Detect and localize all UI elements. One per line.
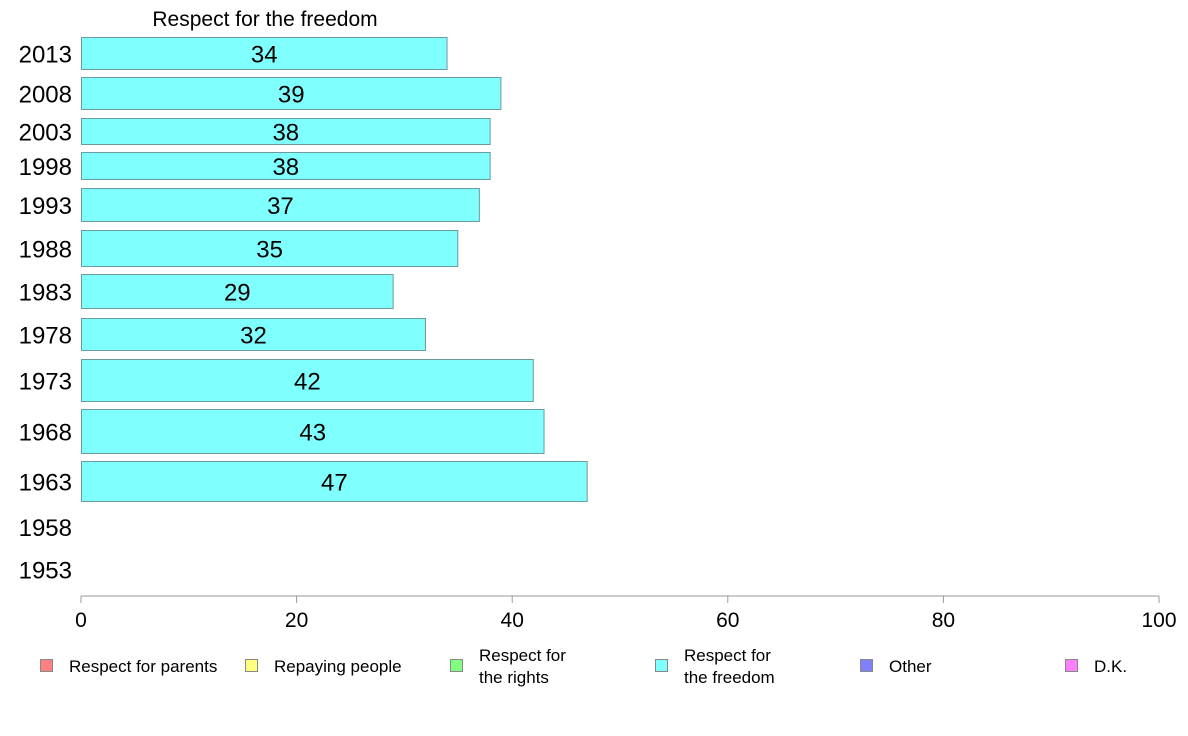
legend-swatch xyxy=(1065,659,1078,672)
bar-value-label: 42 xyxy=(294,369,321,396)
bar-value-label: 47 xyxy=(321,470,348,497)
year-label: 2003 xyxy=(19,120,72,147)
legend-label: Respect for xyxy=(479,646,566,665)
x-tick-label: 0 xyxy=(75,609,87,632)
bar xyxy=(81,461,588,502)
legend-label: D.K. xyxy=(1094,657,1127,676)
bar xyxy=(81,409,545,454)
year-label: 2013 xyxy=(19,42,72,69)
year-label: 1963 xyxy=(19,470,72,497)
legend-label: Other xyxy=(889,657,932,676)
x-tick-label: 40 xyxy=(501,609,524,632)
bar-value-label: 29 xyxy=(224,280,251,307)
year-label: 1988 xyxy=(19,237,72,264)
year-label: 1978 xyxy=(19,323,72,350)
legend-label: the freedom xyxy=(684,668,775,687)
year-label: 1998 xyxy=(19,154,72,181)
legend-swatch xyxy=(450,659,463,672)
bar xyxy=(81,230,459,267)
legend-label: Respect for xyxy=(684,646,771,665)
bar xyxy=(81,359,534,402)
year-label: 2008 xyxy=(19,82,72,109)
bar-value-label: 38 xyxy=(272,154,299,181)
legend-swatch xyxy=(860,659,873,672)
bar xyxy=(81,37,448,70)
bar-value-label: 34 xyxy=(251,42,278,69)
legend-swatch xyxy=(655,659,668,672)
x-tick-label: 20 xyxy=(285,609,308,632)
bar-value-label: 39 xyxy=(278,82,305,109)
year-label: 1968 xyxy=(19,420,72,447)
legend-label: Respect for parents xyxy=(69,657,217,676)
chart-title: Respect for the freedom xyxy=(152,8,377,31)
x-tick-label: 60 xyxy=(716,609,739,632)
legend-label: the rights xyxy=(479,668,549,687)
bar-value-label: 43 xyxy=(299,420,326,447)
bar xyxy=(81,152,491,180)
bar xyxy=(81,274,394,309)
bar-value-label: 35 xyxy=(256,237,283,264)
bar xyxy=(81,118,491,145)
legend-label: Repaying people xyxy=(274,657,402,676)
bar xyxy=(81,77,502,110)
bar xyxy=(81,188,480,222)
bar xyxy=(81,318,426,351)
bar-value-label: 32 xyxy=(240,323,267,350)
year-label: 1953 xyxy=(19,558,72,585)
year-label: 1958 xyxy=(19,515,72,542)
legend-swatch xyxy=(245,659,258,672)
bar-value-label: 38 xyxy=(272,120,299,147)
x-tick-label: 80 xyxy=(932,609,955,632)
year-label: 1983 xyxy=(19,280,72,307)
year-label: 1973 xyxy=(19,369,72,396)
x-tick-label: 100 xyxy=(1141,609,1176,632)
legend-swatch xyxy=(40,659,53,672)
bar-value-label: 37 xyxy=(267,193,294,220)
year-label: 1993 xyxy=(19,193,72,220)
